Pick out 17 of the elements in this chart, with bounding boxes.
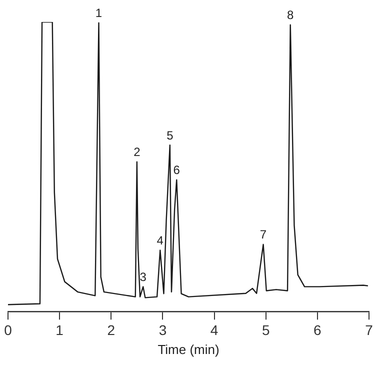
- annotation: 5: [166, 128, 174, 142]
- annotation: 8: [287, 8, 294, 22]
- annotation: 6: [173, 163, 180, 178]
- x-tick-label: 5: [262, 322, 270, 338]
- annotation: 3: [140, 270, 147, 284]
- x-tick-label: 6: [314, 322, 322, 338]
- annotation: 7: [260, 228, 267, 242]
- annotation: 4: [156, 234, 164, 248]
- x-tick-label: 0: [4, 322, 12, 338]
- x-tick-label: 2: [107, 322, 116, 338]
- x-tick-label: 1: [56, 322, 64, 338]
- annotation: 2: [134, 145, 141, 160]
- x-tick-label: 7: [365, 322, 374, 338]
- x-axis-title: Time (min): [158, 342, 220, 357]
- x-tick-label: 3: [158, 322, 167, 338]
- x-tick-label: 4: [210, 322, 218, 338]
- annotation: 1: [95, 6, 102, 20]
